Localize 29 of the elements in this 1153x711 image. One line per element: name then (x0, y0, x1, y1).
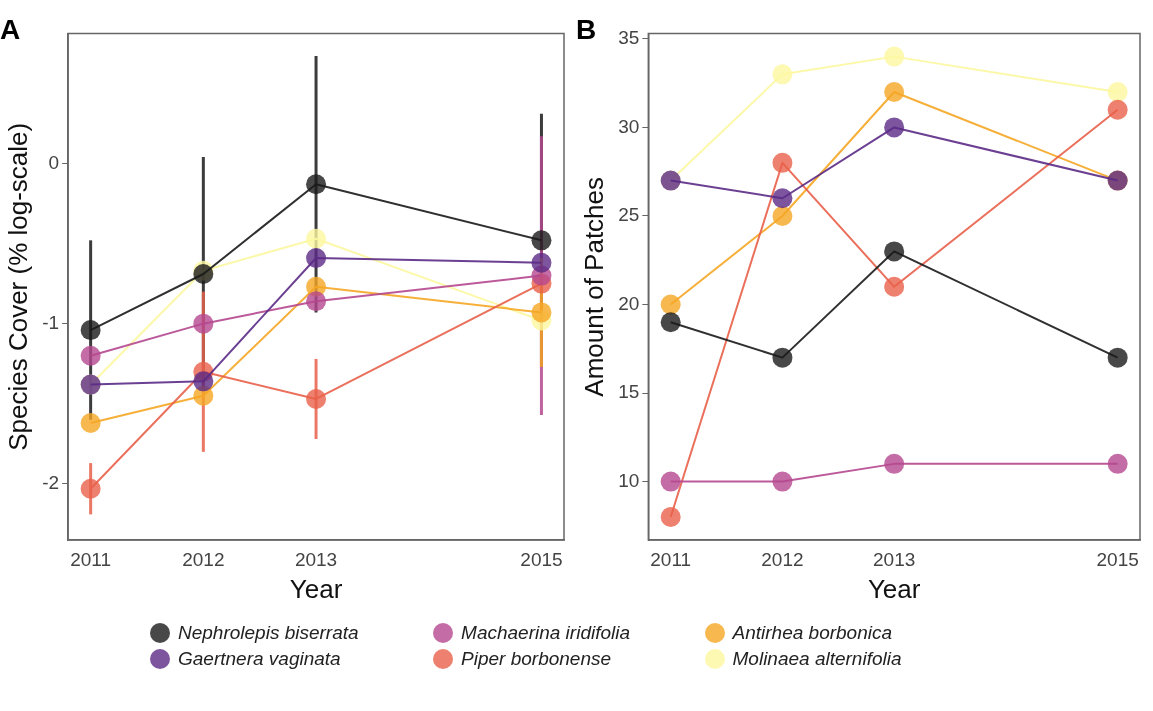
x-tick-label: 2012 (182, 548, 225, 570)
y-tick-label: -2 (42, 472, 60, 494)
legend-label: Molinaea alternifolia (732, 648, 902, 670)
x-tick-label: 2011 (70, 548, 112, 570)
x-axis-title: Year (289, 573, 343, 604)
y-tick-label: 15 (618, 381, 640, 403)
x-tick-label: 2015 (1096, 548, 1139, 570)
chart-title: A (0, 13, 21, 45)
legend-label: Antirhea borbonica (732, 622, 893, 644)
x-tick-label: 2015 (520, 548, 563, 570)
y-axis-title: Species Cover (% log-scale) (2, 122, 33, 451)
y-tick-label: 10 (618, 469, 640, 491)
legend-label: Nephrolepis biserrata (178, 622, 359, 644)
legend-label: Gaertnera vaginata (178, 648, 341, 670)
x-tick-label: 2013 (294, 548, 338, 570)
chart-title: B (576, 13, 597, 45)
y-axis-title: Amount of Patches (578, 176, 609, 397)
y-tick-label: 35 (618, 27, 640, 49)
y-tick-label: 30 (618, 115, 640, 137)
y-tick-label: -1 (42, 311, 60, 333)
x-tick-label: 2011 (650, 548, 692, 570)
x-axis-title: Year (867, 573, 921, 604)
y-tick-label: 25 (618, 204, 640, 226)
y-tick-label: 0 (48, 151, 60, 173)
legend-label: Piper borbonense (461, 648, 612, 670)
x-tick-label: 2013 (873, 548, 916, 570)
y-tick-label: 20 (618, 292, 640, 314)
x-tick-label: 2012 (761, 548, 804, 570)
legend-label: Machaerina iridifolia (461, 622, 631, 644)
